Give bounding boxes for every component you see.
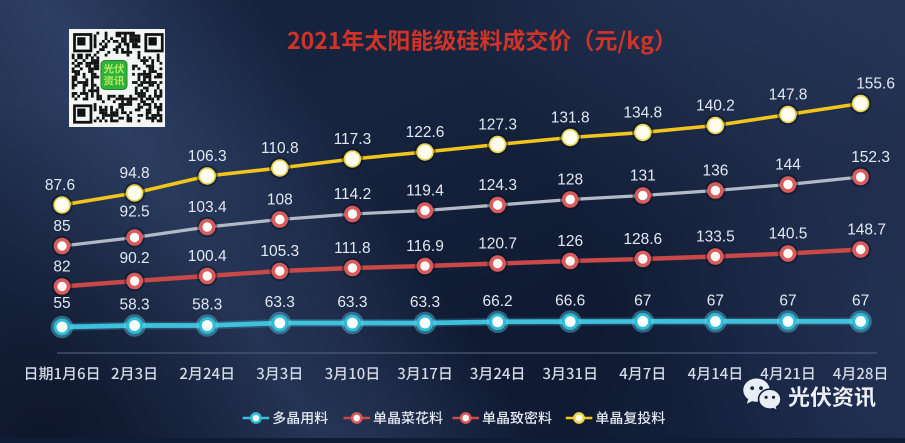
svg-text:128: 128 (557, 172, 583, 189)
svg-text:63.3: 63.3 (337, 294, 367, 311)
svg-text:67: 67 (852, 292, 869, 309)
svg-text:131.8: 131.8 (551, 110, 590, 127)
svg-text:136: 136 (702, 163, 728, 180)
svg-text:58.3: 58.3 (120, 297, 150, 314)
svg-text:126: 126 (557, 233, 583, 250)
svg-text:66.6: 66.6 (555, 293, 585, 310)
svg-text:103.4: 103.4 (188, 199, 227, 216)
svg-text:116.9: 116.9 (406, 238, 444, 255)
svg-text:128.6: 128.6 (623, 231, 662, 248)
svg-text:87.6: 87.6 (45, 177, 75, 194)
svg-text:120.7: 120.7 (478, 236, 517, 253)
svg-text:111.8: 111.8 (334, 240, 371, 257)
svg-text:148.7: 148.7 (847, 222, 886, 239)
svg-text:131: 131 (630, 168, 656, 185)
svg-text:122.6: 122.6 (406, 124, 445, 141)
svg-text:117.3: 117.3 (334, 131, 372, 148)
svg-text:127.3: 127.3 (478, 117, 517, 134)
svg-text:110.8: 110.8 (261, 140, 299, 157)
svg-text:114.2: 114.2 (334, 186, 372, 203)
svg-text:82: 82 (53, 259, 70, 276)
svg-text:147.8: 147.8 (769, 87, 808, 104)
svg-text:58.3: 58.3 (192, 297, 222, 314)
svg-text:133.5: 133.5 (696, 229, 735, 246)
svg-text:85: 85 (53, 218, 70, 235)
svg-text:144: 144 (775, 157, 801, 174)
svg-text:67: 67 (707, 292, 724, 309)
svg-text:90.2: 90.2 (120, 250, 150, 267)
svg-text:67: 67 (779, 292, 796, 309)
svg-text:94.8: 94.8 (120, 165, 150, 182)
svg-text:92.5: 92.5 (120, 204, 150, 221)
svg-text:66.2: 66.2 (483, 293, 513, 310)
svg-text:108: 108 (267, 192, 293, 209)
svg-text:63.3: 63.3 (265, 294, 295, 311)
svg-text:105.3: 105.3 (260, 243, 299, 260)
svg-text:134.8: 134.8 (623, 105, 662, 122)
svg-text:55: 55 (53, 295, 70, 312)
svg-text:155.6: 155.6 (856, 76, 895, 93)
svg-text:140.5: 140.5 (769, 226, 808, 243)
svg-text:106.3: 106.3 (188, 148, 227, 165)
svg-text:100.4: 100.4 (188, 248, 227, 265)
svg-text:67: 67 (634, 292, 651, 309)
svg-text:124.3: 124.3 (478, 177, 517, 194)
svg-text:140.2: 140.2 (696, 98, 735, 115)
svg-text:152.3: 152.3 (851, 149, 890, 166)
svg-text:119.4: 119.4 (406, 183, 444, 200)
svg-text:63.3: 63.3 (410, 294, 440, 311)
